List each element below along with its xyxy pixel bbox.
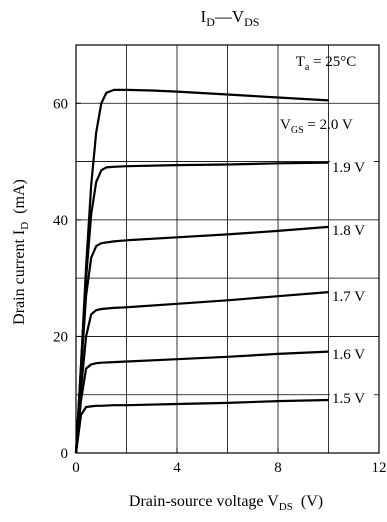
series-labels: VGS = 2.0 V 1.9 V 1.8 V 1.7 V 1.6 V 1.5 V — [280, 117, 374, 407]
series-label-bg — [330, 389, 374, 407]
y-tick-label: 40 — [53, 213, 68, 229]
series-label-bg — [330, 287, 374, 305]
series-label-bg — [330, 221, 374, 239]
series-label: 1.5 V — [332, 391, 365, 407]
series-label: 1.9 V — [332, 160, 365, 176]
x-ticks: 0 4 8 12 — [72, 448, 387, 476]
series-label: 1.6 V — [332, 347, 365, 363]
series-line — [74, 398, 329, 454]
series-line — [74, 161, 329, 454]
chart-title: ID—VDS — [201, 7, 260, 29]
x-tick-label: 8 — [274, 460, 282, 476]
series-line — [74, 88, 329, 454]
series-line — [74, 225, 329, 454]
grid-lines — [76, 45, 379, 453]
x-tick-label: 12 — [372, 460, 387, 476]
series-label: 1.7 V — [332, 289, 365, 305]
y-tick-label: 60 — [53, 96, 68, 112]
y-axis-label: Drain current ID(mA) — [11, 179, 31, 325]
series-line — [74, 291, 329, 454]
series-label: VGS = 2.0 V — [280, 117, 353, 136]
x-tick-label: 0 — [72, 460, 80, 476]
series-line — [74, 350, 329, 454]
y-tick-label: 0 — [61, 446, 69, 462]
y-tick-label: 20 — [53, 329, 68, 345]
y-ticks: 0 20 40 60 — [53, 96, 81, 462]
plot-frame — [75, 44, 380, 454]
temperature-condition: Ta = 25°C — [296, 54, 357, 73]
series-label: 1.8 V — [332, 223, 365, 239]
x-tick-label: 4 — [173, 460, 181, 476]
curves — [74, 88, 329, 454]
series-label-bg — [330, 158, 374, 176]
series-label-bg — [330, 345, 374, 363]
x-axis-label: Drain-source voltage VDS (V) — [129, 493, 323, 513]
